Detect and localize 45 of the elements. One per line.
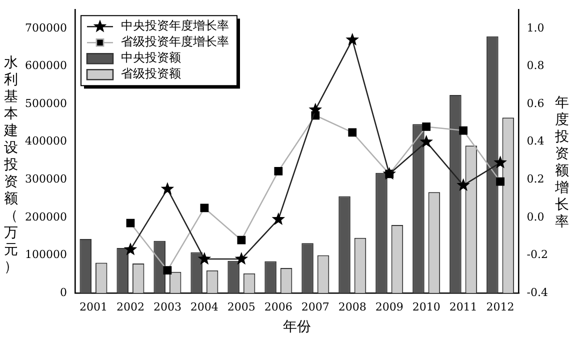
y2-tick-label: 0.2 <box>526 172 544 186</box>
point <box>160 182 174 195</box>
point <box>456 178 470 191</box>
y-tick-label: 500000 <box>24 96 67 110</box>
x-axis-title: 年份 <box>282 319 311 336</box>
y-tick-label: 100000 <box>24 248 67 262</box>
point <box>346 32 360 46</box>
point <box>124 242 138 256</box>
legend-label: 中央投资年度增长率 <box>120 18 229 33</box>
y-tick-label: 200000 <box>24 210 67 224</box>
y-tick-label: 600000 <box>24 59 67 72</box>
x-tick-label: 2007 <box>301 300 330 314</box>
y2-tick-label: 0.8 <box>526 59 544 72</box>
x-tick-label: 2011 <box>449 300 478 314</box>
legend-label: 中央投资额 <box>120 50 181 65</box>
y2-tick-label: 0.4 <box>526 134 544 148</box>
point <box>420 134 433 148</box>
point <box>198 252 212 265</box>
y2-tick-label: 1.0 <box>526 21 544 34</box>
y2-tick-label: -0.4 <box>526 286 548 299</box>
x-tick-label: 2009 <box>375 300 404 314</box>
y2-axis-title: 年度投资额增长率 <box>555 95 569 231</box>
x-tick-label: 2005 <box>227 300 256 314</box>
point <box>494 156 507 168</box>
y2-tick-label: 0.6 <box>526 96 544 110</box>
point <box>234 252 248 265</box>
x-tick-label: 2012 <box>486 300 514 314</box>
y2-tick-label: 0.0 <box>526 210 544 224</box>
point <box>308 102 322 116</box>
x-tick-label: 2001 <box>79 300 108 314</box>
x-tick-label: 2004 <box>190 300 218 314</box>
x-tick-label: 2003 <box>153 300 182 314</box>
y-tick-label: 0 <box>60 286 67 299</box>
text: 水利基本建设投资额（万元） <box>4 55 18 275</box>
y-tick-label: 400000 <box>24 134 67 148</box>
point <box>272 212 286 225</box>
y2-tick-label: -0.2 <box>526 248 548 262</box>
x-tick-label: 2010 <box>412 300 440 314</box>
y-tick-label: 700000 <box>24 21 67 34</box>
legend-label: 省级投资额 <box>120 66 181 81</box>
legend-label: 省级投资年度增长率 <box>120 34 229 49</box>
x-tick-label: 2002 <box>116 300 144 314</box>
x-tick-label: 2008 <box>338 300 366 314</box>
x-tick-label: 2006 <box>264 300 292 314</box>
y-tick-label: 300000 <box>24 172 67 186</box>
